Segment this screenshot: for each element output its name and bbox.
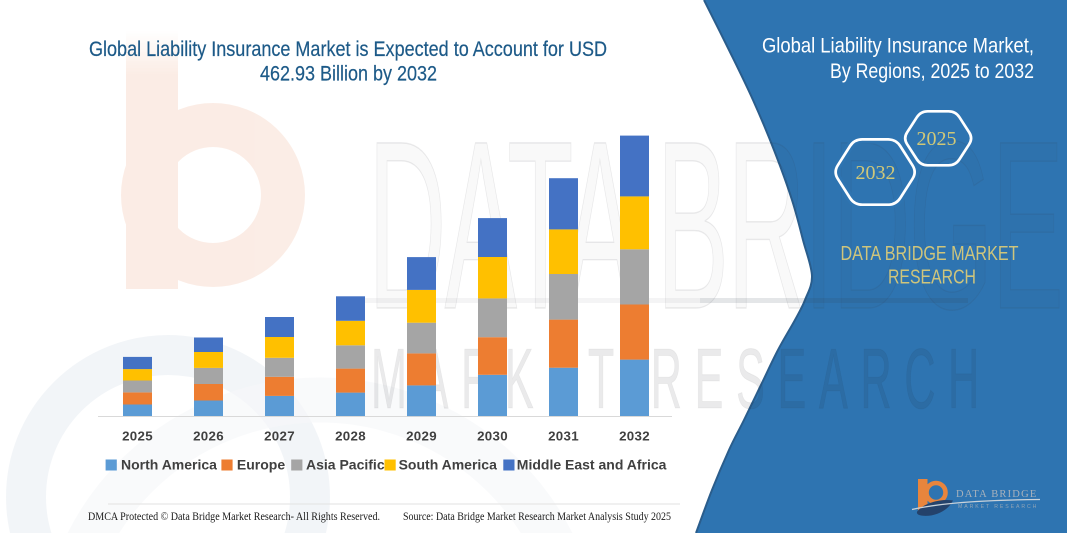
svg-text:DATA BRIDGE MARKET: DATA BRIDGE MARKET	[841, 242, 1019, 265]
svg-text:MARKET RESEARCH: MARKET RESEARCH	[958, 504, 1038, 510]
svg-text:Source: Data Bridge Market Res: Source: Data Bridge Market Research Mark…	[403, 509, 671, 523]
svg-text:2025: 2025	[917, 128, 957, 150]
svg-text:2032: 2032	[619, 429, 650, 444]
svg-text:462.93 Billion by 2032: 462.93 Billion by 2032	[260, 63, 437, 86]
svg-text:Asia Pacific: Asia Pacific	[306, 457, 385, 473]
svg-text:Global Liability Insurance Mar: Global Liability Insurance Market is Exp…	[89, 38, 607, 61]
svg-text:2031: 2031	[548, 429, 579, 444]
svg-text:Europe: Europe	[237, 457, 285, 473]
svg-text:2028: 2028	[335, 429, 366, 444]
svg-text:Middle East and Africa: Middle East and Africa	[517, 457, 667, 473]
svg-text:DMCA Protected © Data Bridge M: DMCA Protected © Data Bridge Market Rese…	[88, 509, 380, 523]
svg-text:2026: 2026	[193, 429, 224, 444]
svg-text:RESEARCH: RESEARCH	[888, 266, 976, 289]
svg-text:By Regions, 2025 to 2032: By Regions, 2025 to 2032	[830, 60, 1034, 83]
svg-text:South America: South America	[399, 457, 497, 473]
svg-text:MARKET RESEARCH: MARKET RESEARCH	[371, 332, 992, 427]
svg-text:North America: North America	[121, 457, 217, 473]
svg-text:Global Liability Insurance Mar: Global Liability Insurance Market,	[762, 35, 1034, 58]
svg-text:2025: 2025	[122, 429, 153, 444]
svg-text:2032: 2032	[856, 162, 896, 184]
svg-text:DATA BRIDGE: DATA BRIDGE	[368, 91, 1062, 359]
svg-text:DATA BRIDGE: DATA BRIDGE	[956, 489, 1038, 500]
svg-text:2029: 2029	[406, 429, 437, 444]
svg-text:2030: 2030	[477, 429, 508, 444]
svg-text:2027: 2027	[264, 429, 295, 444]
